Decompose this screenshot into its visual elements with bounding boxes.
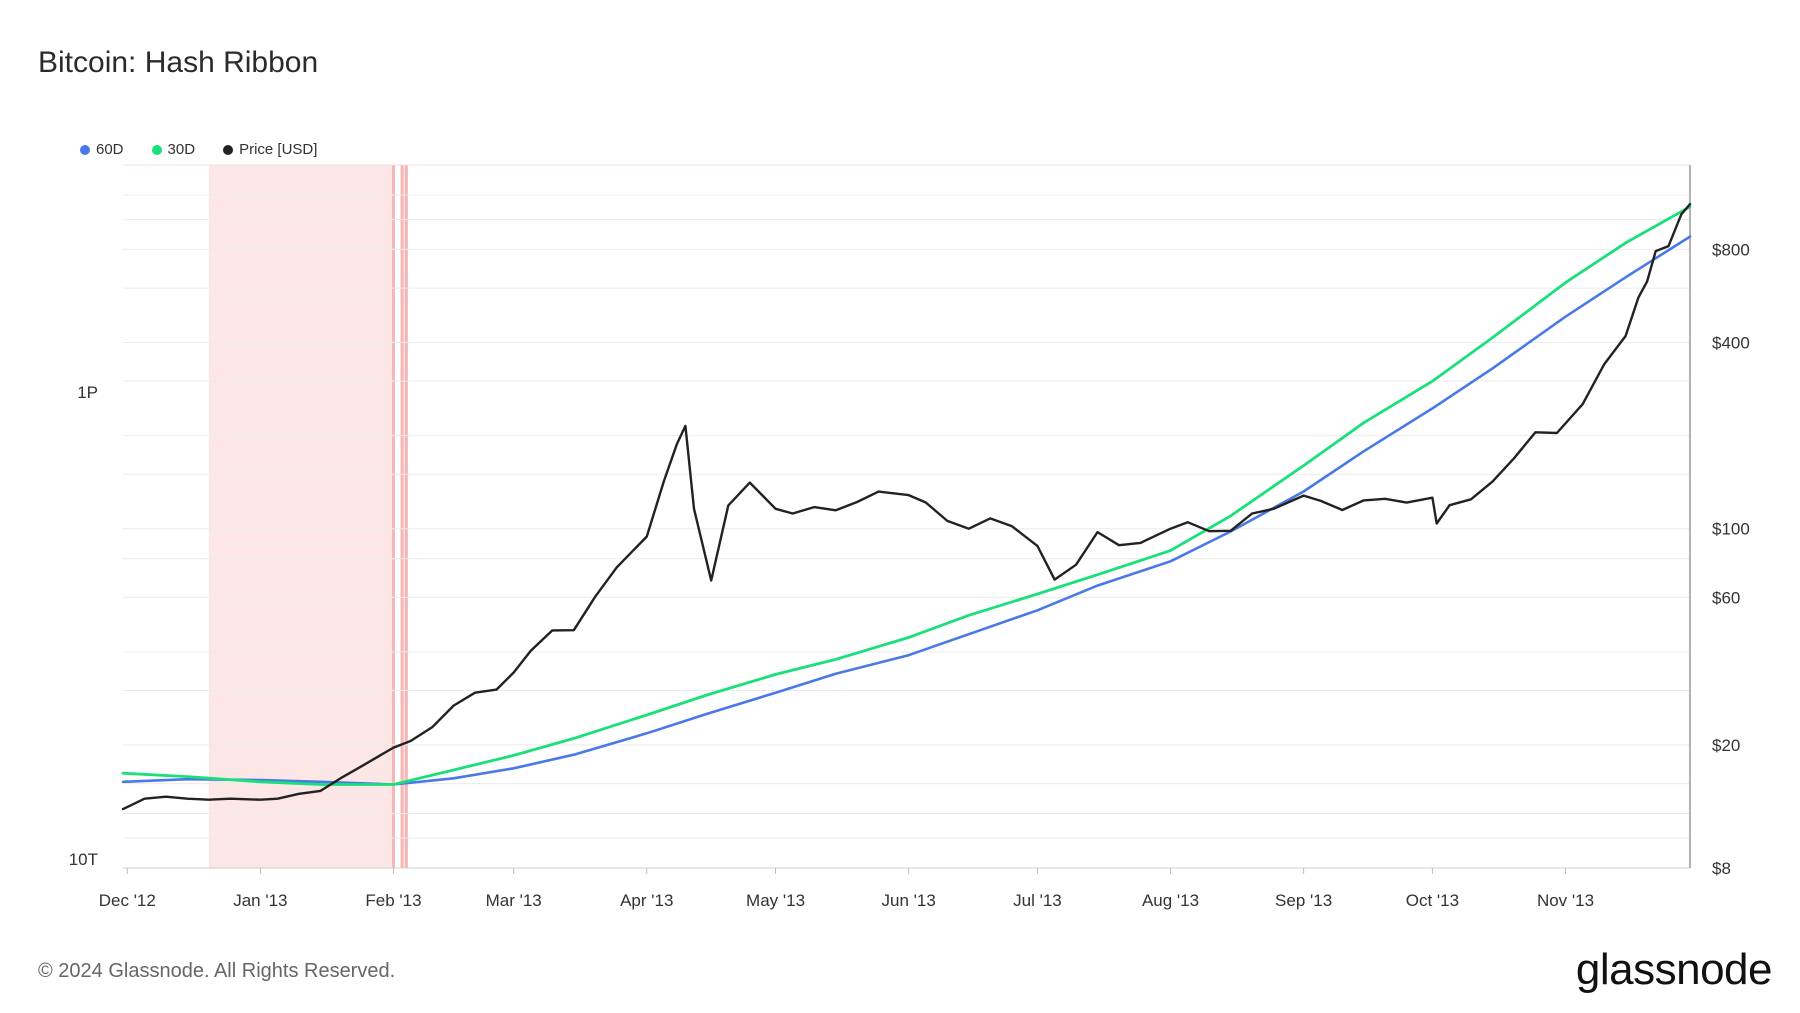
legend-dot-60d [80, 144, 90, 155]
right-tick-label-3: $100 [1712, 520, 1750, 539]
legend-dot-30d [151, 144, 162, 155]
legend-label-60d: 60D [96, 141, 124, 158]
x-tick-label-9: Sep '13 [1275, 891, 1332, 910]
x-tick-label-3: Mar '13 [486, 891, 542, 910]
legend-label-price: Price [USD] [239, 141, 318, 158]
x-tick-label-7: Jul '13 [1013, 891, 1062, 910]
right-tick-label-2: $60 [1712, 588, 1740, 607]
x-tick-label-4: Apr '13 [620, 891, 673, 910]
legend-dot-price [223, 144, 234, 155]
x-tick-label-5: May '13 [746, 891, 805, 910]
legend-item-60d[interactable]: 60D [80, 141, 124, 158]
capitulation-band-0 [208, 165, 394, 868]
left-tick-label-0: 10T [69, 850, 98, 869]
right-tick-label-1: $20 [1712, 736, 1740, 755]
series-line-30d [121, 205, 1692, 786]
right-tick-label-4: $400 [1712, 334, 1750, 353]
chart-title: Bitcoin: Hash Ribbon [38, 46, 319, 79]
capitulation-band-1 [402, 165, 407, 868]
copyright-footer: © 2024 Glassnode. All Rights Reserved. [38, 960, 396, 982]
series-line-price-usd [121, 203, 1692, 811]
x-tick-label-6: Jun '13 [881, 891, 935, 910]
legend-item-price[interactable]: Price [USD] [223, 141, 317, 158]
legend: 60D 30D Price [USD] [80, 141, 317, 158]
x-tick-label-11: Nov '13 [1537, 891, 1594, 910]
legend-item-30d[interactable]: 30D [151, 141, 196, 158]
right-tick-label-5: $800 [1712, 240, 1750, 259]
x-tick-label-10: Oct '13 [1406, 891, 1459, 910]
right-tick-label-0: $8 [1712, 859, 1731, 878]
x-tick-label-0: Dec '12 [99, 891, 156, 910]
left-tick-label-1: 1P [77, 383, 98, 402]
x-tick-label-2: Feb '13 [365, 891, 421, 910]
legend-label-30d: 30D [167, 141, 196, 158]
x-tick-label-1: Jan '13 [233, 891, 287, 910]
glassnode-logo: glassnode [1575, 945, 1773, 994]
x-tick-label-8: Aug '13 [1142, 891, 1199, 910]
